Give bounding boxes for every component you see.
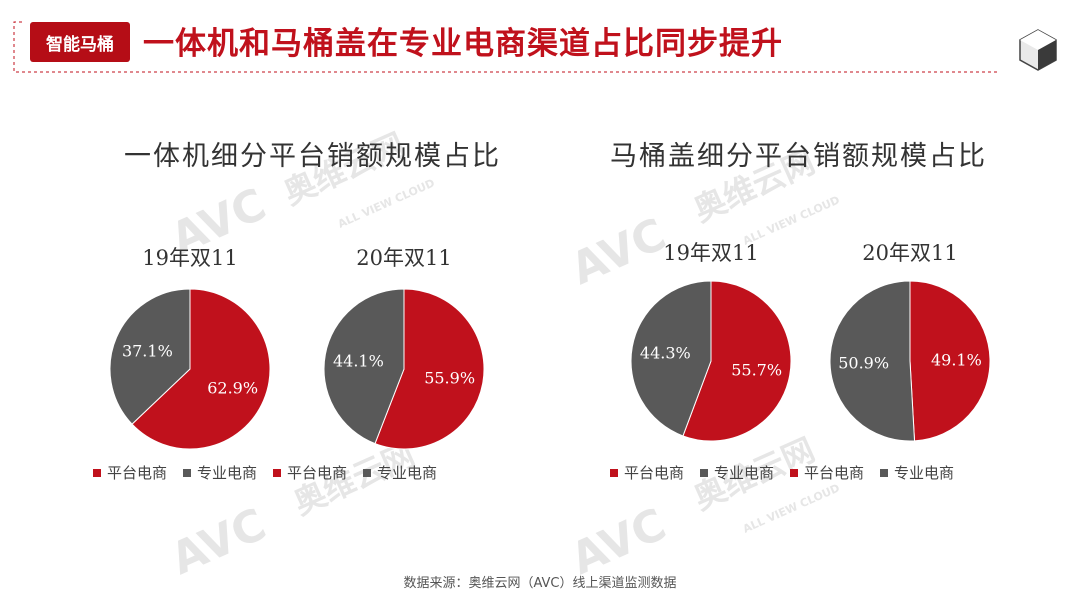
pie-data-label: 37.1%	[122, 342, 173, 361]
legend-left: 平台电商 专业电商 平台电商 专业电商	[93, 462, 437, 483]
pie-data-label: 44.3%	[640, 344, 691, 363]
pie-slice-专业电商	[323, 288, 405, 445]
pie-title: 20年双11	[356, 246, 452, 270]
legend-label: 专业电商	[714, 464, 775, 482]
section-title-all-in-one: 一体机细分平台销额规模占比	[124, 141, 501, 172]
legend-swatch	[183, 468, 192, 477]
pie-data-label: 55.7%	[731, 360, 782, 379]
legend-swatch	[610, 468, 618, 477]
legend-swatch	[880, 468, 889, 477]
pie-chart-seat-cover-2019: 55.7% 44.3%	[630, 280, 792, 442]
legend-swatch	[273, 468, 282, 477]
pie-data-label: 55.9%	[424, 369, 475, 388]
header-frame	[13, 21, 1000, 73]
pie-chart-all-in-one-2020: 55.9% 44.1%	[323, 288, 485, 450]
pie-chart-all-in-one-2019: 62.9% 37.1%	[109, 288, 271, 450]
watermark-sub: ALL VIEW CLOUD	[336, 176, 437, 230]
pie-slice-平台电商	[374, 288, 485, 450]
legend-label: 平台电商	[287, 464, 348, 482]
legend-item-platform: 平台电商	[93, 462, 167, 483]
legend-item-professional: 专业电商	[363, 462, 437, 483]
legend-label: 平台电商	[624, 464, 685, 482]
legend-swatch	[790, 468, 799, 477]
watermark-sub: ALL VIEW CLOUD	[741, 481, 842, 535]
pie-chart-seat-cover-2020: 49.1% 50.9%	[829, 280, 991, 442]
legend-label: 平台电商	[107, 464, 168, 482]
legend-swatch	[363, 468, 372, 477]
legend-item-professional: 专业电商	[880, 462, 954, 483]
legend-label: 专业电商	[197, 464, 258, 482]
data-source-note: 数据来源：奥维云网（AVC）线上渠道监测数据	[403, 576, 677, 591]
pie-title: 19年双11	[142, 246, 238, 270]
pie-slice-平台电商	[131, 288, 271, 450]
legend-label: 专业电商	[377, 464, 438, 482]
page-title: 一体机和马桶盖在专业电商渠道占比同步提升	[143, 26, 783, 62]
pie-slice-平台电商	[909, 280, 991, 442]
legend-label: 平台电商	[804, 464, 865, 482]
legend-label: 专业电商	[894, 464, 955, 482]
legend-swatch	[93, 468, 101, 477]
pie-slice-专业电商	[829, 280, 916, 442]
pie-data-label: 44.1%	[333, 351, 384, 370]
pie-slice-平台电商	[682, 280, 792, 442]
pie-slice-专业电商	[630, 280, 712, 437]
pie-data-label: 62.9%	[207, 378, 258, 397]
legend-item-platform: 平台电商	[610, 462, 684, 483]
legend-item-professional: 专业电商	[183, 462, 257, 483]
legend-item-platform: 平台电商	[273, 462, 347, 483]
section-title-seat-cover: 马桶盖细分平台销额规模占比	[610, 141, 987, 172]
legend-right: 平台电商 专业电商 平台电商 专业电商	[610, 462, 954, 483]
pie-title: 19年双11	[663, 241, 759, 265]
legend-item-platform: 平台电商	[790, 462, 864, 483]
pie-data-label: 50.9%	[838, 353, 889, 372]
pie-slice-专业电商	[109, 288, 191, 425]
legend-swatch	[700, 468, 709, 477]
category-tag: 智能马桶	[30, 22, 130, 62]
pie-title: 20年双11	[862, 241, 958, 265]
pie-data-label: 49.1%	[931, 351, 982, 370]
legend-item-professional: 专业电商	[700, 462, 774, 483]
hexagon-icon	[1019, 29, 1057, 71]
